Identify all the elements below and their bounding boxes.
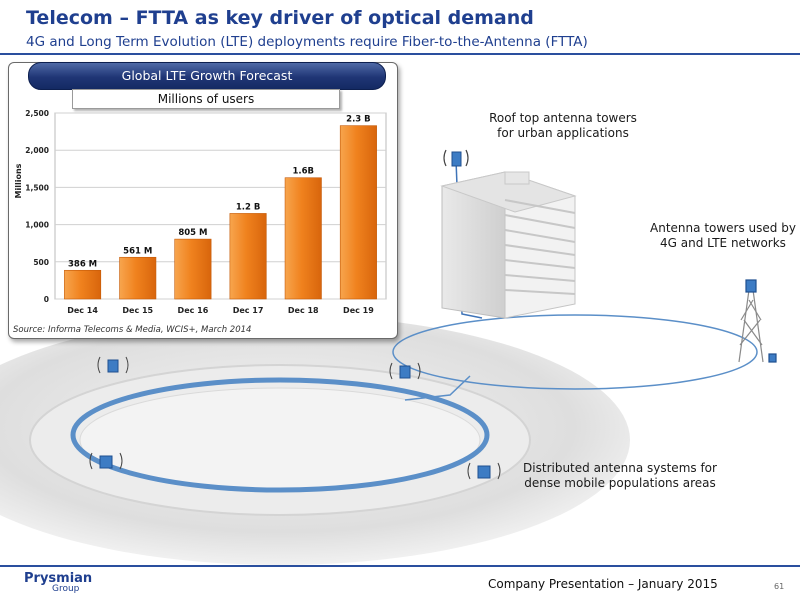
lattice-tower-icon (738, 279, 777, 363)
das-antenna-icon (467, 462, 501, 480)
x-tick-label: Dec 16 (178, 306, 209, 315)
x-tick-label: Dec 18 (288, 306, 319, 315)
das-antenna-icon (89, 452, 123, 470)
das-fiber-ring (70, 377, 490, 493)
chart-subtitle: Millions of users (72, 89, 340, 109)
bar (64, 269, 102, 300)
network-fiber-ring (392, 314, 758, 390)
data-label: 2.3 B (346, 115, 371, 125)
page-number: 61 (774, 582, 785, 591)
bar (119, 256, 157, 300)
chart-title: Global LTE Growth Forecast (28, 62, 386, 90)
logo-line2: Group (52, 584, 80, 594)
bar (339, 125, 377, 300)
x-tick-label: Dec 19 (343, 306, 374, 315)
das-antenna-icon (389, 362, 421, 380)
y-tick-label: 0 (44, 295, 49, 304)
rooftop-label: Roof top antenna towers for urban applic… (489, 111, 637, 140)
slide-subtitle: 4G and Long Term Evolution (LTE) deploym… (26, 34, 588, 50)
footer-divider (0, 565, 800, 567)
title-divider (0, 53, 800, 55)
company-logo: Prysmian Group (24, 572, 94, 596)
slide-title: Telecom – FTTA as key driver of optical … (26, 7, 534, 29)
lte-growth-chart: 0 500 1,000 1,500 2,000 2,500 Millions 386 M Dec… (14, 109, 387, 315)
y-tick-label: 2,000 (25, 146, 49, 155)
rooftop-antenna-icon (443, 149, 469, 167)
logo-line1: Prysmian (24, 571, 93, 586)
chart-source: Source: Informa Telecoms & Media, WCIS+,… (13, 325, 252, 335)
office-building (440, 171, 577, 319)
bar (229, 213, 267, 300)
data-label: 1.2 B (236, 202, 261, 212)
fiber-link (404, 375, 471, 401)
das-antenna-icon (97, 356, 129, 374)
y-tick-label: 2,500 (25, 109, 49, 118)
stadium-background (0, 315, 630, 565)
bar (174, 238, 212, 300)
data-label: 561 M (123, 246, 152, 256)
towers-label: Antenna towers used by 4G and LTE networ… (650, 221, 796, 250)
y-tick-label: 500 (33, 258, 49, 267)
x-tick-label: Dec 15 (122, 306, 153, 315)
y-tick-label: 1,000 (25, 221, 49, 230)
das-label: Distributed antenna systems for dense mo… (523, 461, 717, 490)
data-label: 386 M (68, 259, 97, 269)
data-label: 1.6B (292, 167, 314, 177)
x-tick-label: Dec 17 (233, 306, 264, 315)
bar (284, 177, 322, 300)
y-axis-label: Millions (14, 163, 23, 198)
y-tick-label: 1,500 (25, 183, 49, 192)
x-tick-label: Dec 14 (67, 306, 98, 315)
presentation-label: Company Presentation – January 2015 (488, 577, 718, 591)
data-label: 805 M (178, 228, 207, 238)
plot-area (54, 112, 387, 300)
